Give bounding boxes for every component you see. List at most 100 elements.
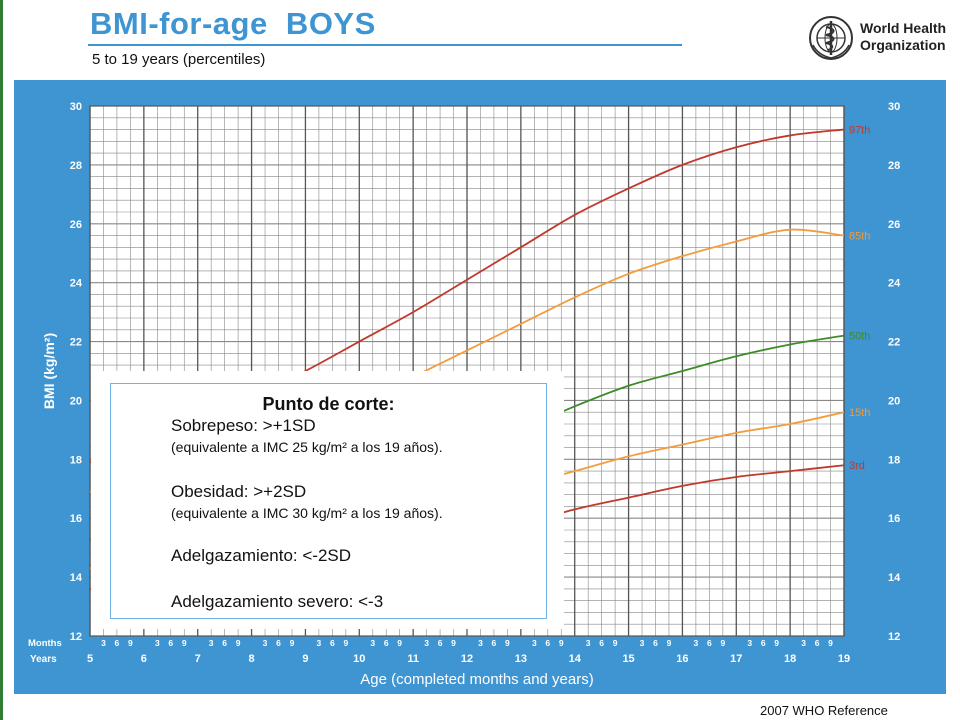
y-tick-label-left: 14	[70, 572, 83, 584]
y-tick-label-left: 12	[70, 631, 82, 643]
years-row-label: Years	[30, 654, 57, 665]
x-tick-label-year: 7	[195, 653, 201, 665]
x-tick-label-month: 6	[492, 638, 497, 648]
x-tick-label-month: 6	[384, 638, 389, 648]
x-tick-label-year: 17	[730, 653, 742, 665]
y-tick-label-left: 18	[70, 454, 82, 466]
y-tick-label-left: 26	[70, 219, 82, 231]
label-p50: 50th	[849, 331, 870, 343]
x-tick-label-month: 6	[438, 638, 443, 648]
who-emblem-icon	[809, 16, 853, 60]
x-tick-label-year: 9	[302, 653, 308, 665]
x-tick-label-month: 9	[236, 638, 241, 648]
x-tick-label-month: 9	[505, 638, 510, 648]
callout-thinness: Adelgazamiento: <-2SD	[171, 546, 352, 565]
y-tick-label-right: 20	[888, 395, 900, 407]
y-tick-label-right: 14	[888, 572, 901, 584]
x-tick-label-year: 6	[141, 653, 147, 665]
label-p3: 3rd	[849, 460, 865, 472]
x-tick-label-year: 15	[622, 653, 634, 665]
x-tick-label-month: 3	[640, 638, 645, 648]
x-tick-label-month: 6	[815, 638, 820, 648]
x-tick-label-month: 9	[559, 638, 564, 648]
x-tick-label-month: 6	[761, 638, 766, 648]
cutoff-callout-box: Punto de corte: Sobrepeso: >+1SD (equiva…	[110, 383, 547, 619]
x-tick-label-month: 3	[478, 638, 483, 648]
y-tick-label-right: 28	[888, 160, 900, 172]
y-tick-label-right: 12	[888, 631, 900, 643]
left-accent-strip	[0, 0, 3, 720]
y-tick-label-left: 30	[70, 101, 82, 113]
y-tick-label-left: 28	[70, 160, 82, 172]
x-tick-label-month: 6	[653, 638, 658, 648]
x-tick-label-month: 6	[599, 638, 604, 648]
x-tick-label-month: 6	[545, 638, 550, 648]
x-tick-label-month: 9	[720, 638, 725, 648]
x-tick-label-month: 6	[707, 638, 712, 648]
title-rule	[88, 44, 682, 46]
x-tick-label-month: 9	[128, 638, 133, 648]
y-tick-label-right: 22	[888, 337, 900, 349]
footer-reference: 2007 WHO Reference	[760, 703, 888, 718]
callout-overweight-note: (equivalente a IMC 25 kg/m² a los 19 año…	[171, 439, 443, 455]
plot-border	[89, 105, 845, 637]
y-tick-label-right: 18	[888, 454, 900, 466]
x-tick-label-month: 3	[801, 638, 806, 648]
months-row-label: Months	[28, 638, 62, 649]
x-tick-label-year: 8	[249, 653, 255, 665]
x-tick-label-month: 9	[182, 638, 187, 648]
callout-severe-thinness: Adelgazamiento severo: <-3	[171, 592, 384, 611]
callout-obesity-note: (equivalente a IMC 30 kg/m² a los 19 año…	[171, 505, 443, 521]
y-tick-label-left: 24	[70, 278, 83, 290]
x-tick-label-month: 3	[747, 638, 752, 648]
y-tick-label-right: 24	[888, 278, 901, 290]
y-axis-left-labels: 12 14 16 18 20 22 24 26 28 30	[70, 101, 83, 643]
x-tick-label-month: 3	[263, 638, 268, 648]
x-axis-title: Age (completed months and years)	[360, 671, 593, 688]
x-tick-label-year: 16	[676, 653, 688, 665]
x-tick-label-year: 5	[87, 653, 93, 665]
x-tick-label-month: 3	[370, 638, 375, 648]
x-tick-label-month: 6	[276, 638, 281, 648]
y-axis-title: BMI (kg/m²)	[41, 333, 57, 409]
x-tick-label-month: 9	[343, 638, 348, 648]
x-tick-label-month: 9	[451, 638, 456, 648]
x-tick-label-month: 3	[101, 638, 106, 648]
x-tick-label-month: 9	[667, 638, 672, 648]
x-tick-label-month: 3	[586, 638, 591, 648]
y-tick-label-left: 22	[70, 337, 82, 349]
x-tick-label-month: 3	[424, 638, 429, 648]
x-tick-label-year: 14	[569, 653, 582, 665]
who-name-line1: World Health	[860, 20, 947, 36]
y-tick-label-right: 30	[888, 101, 900, 113]
x-tick-label-month: 9	[397, 638, 402, 648]
chart-subtitle: 5 to 19 years (percentiles)	[92, 51, 266, 68]
x-tick-label-month: 3	[155, 638, 160, 648]
callout-overweight: Sobrepeso: >+1SD	[171, 416, 316, 435]
x-tick-label-month: 6	[222, 638, 227, 648]
x-tick-label-month: 3	[694, 638, 699, 648]
label-p15: 15th	[849, 407, 870, 419]
y-tick-label-right: 26	[888, 219, 900, 231]
x-tick-label-month: 6	[115, 638, 120, 648]
x-tick-label-year: 19	[838, 653, 850, 665]
x-tick-label-month: 3	[209, 638, 214, 648]
y-tick-label-right: 16	[888, 513, 900, 525]
x-tick-label-year: 10	[353, 653, 365, 665]
x-tick-label-year: 12	[461, 653, 473, 665]
y-tick-label-left: 20	[70, 395, 82, 407]
x-tick-label-year: 13	[515, 653, 527, 665]
y-axis-right-labels: 12 14 16 18 20 22 24 26 28 30	[888, 101, 901, 643]
x-tick-label-month: 9	[774, 638, 779, 648]
y-tick-label-left: 16	[70, 513, 82, 525]
who-wordmark: World Health Organization	[860, 20, 946, 54]
x-tick-label-month: 3	[317, 638, 322, 648]
callout-obesity: Obesidad: >+2SD	[171, 482, 307, 501]
x-tick-label-month: 3	[532, 638, 537, 648]
x-tick-label-month: 9	[828, 638, 833, 648]
x-tick-label-month: 6	[330, 638, 335, 648]
label-p85: 85th	[849, 231, 870, 243]
x-tick-label-month: 6	[168, 638, 173, 648]
x-tick-label-month: 9	[290, 638, 295, 648]
